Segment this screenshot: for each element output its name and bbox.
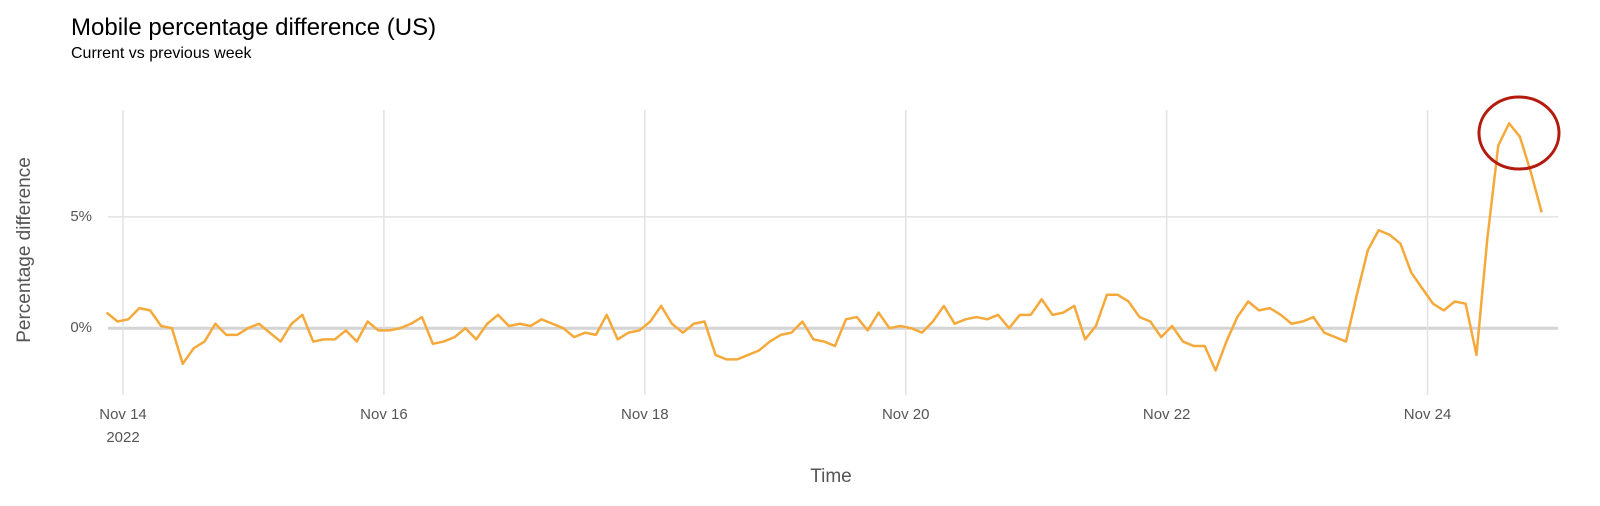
plot-area: 0% 5% Nov 14 2022 Nov 16 Nov 18 Nov 20 Nov 22 No…	[70, 110, 1558, 446]
x-tick-label: Nov 14	[99, 406, 147, 423]
x-tick-label: Nov 24	[1404, 406, 1452, 423]
x-tick-label: Nov 16	[360, 406, 408, 423]
y-tick-label: 5%	[70, 208, 92, 225]
highlight-circle	[1477, 95, 1561, 171]
x-tick-label: Nov 22	[1143, 406, 1191, 423]
x-tick-sublabel: 2022	[106, 429, 139, 446]
x-axis-label: Time	[810, 466, 852, 487]
chart-title: Mobile percentage difference (US)	[71, 14, 436, 41]
y-axis-label: Percentage difference	[14, 157, 35, 343]
x-tick-label: Nov 18	[621, 406, 669, 423]
data-line	[105, 122, 1543, 372]
x-tick-label: Nov 20	[882, 406, 930, 423]
y-tick-label: 0%	[70, 319, 92, 336]
chart-subtitle: Current vs previous week	[71, 45, 253, 62]
